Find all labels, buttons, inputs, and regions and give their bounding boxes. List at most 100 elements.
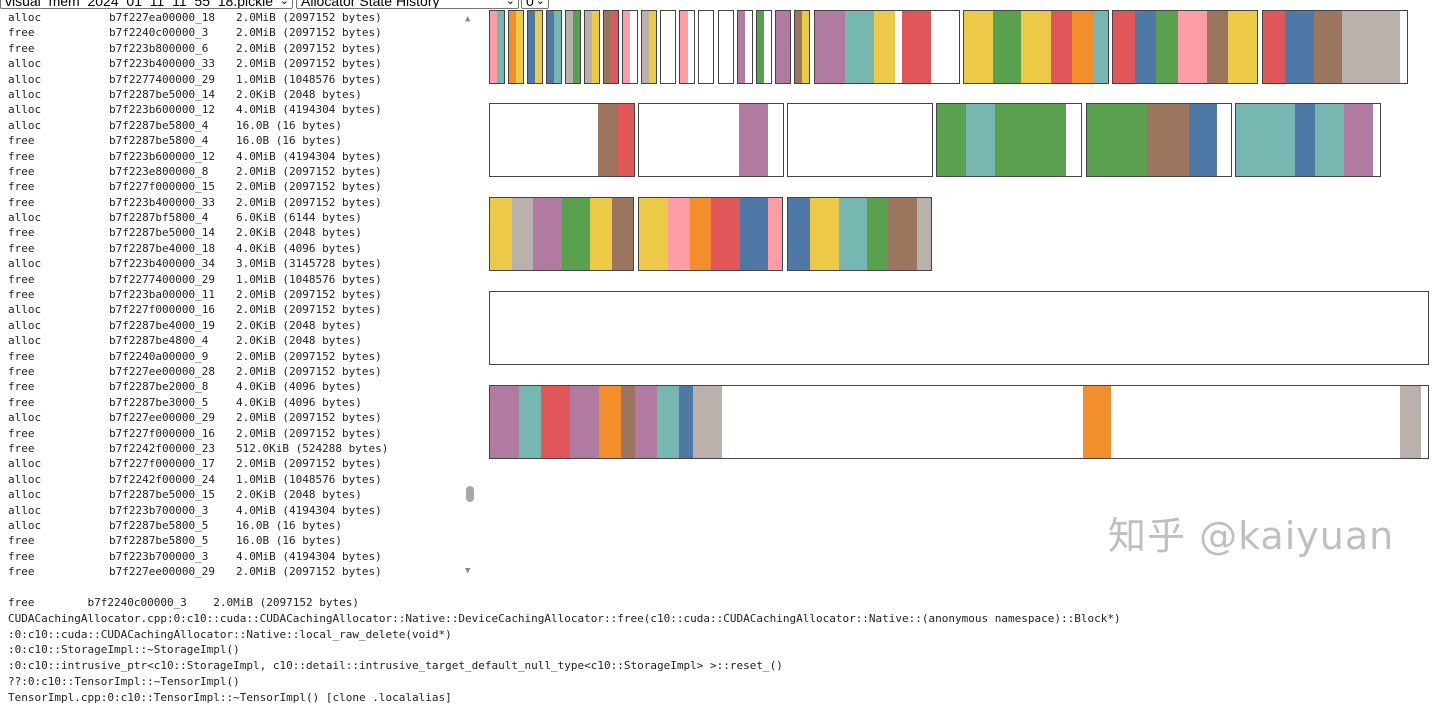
memory-segment[interactable] [508,10,524,84]
allocated-block[interactable] [598,104,618,176]
allocated-block[interactable] [815,11,845,83]
allocated-block[interactable] [1400,386,1422,458]
event-row[interactable]: free b7f2277400000_29 1.0MiB (1048576 byte… [0,272,460,287]
event-row[interactable]: free b7f223b700000_3 4.0MiB (4194304 bytes… [0,549,460,564]
view-select[interactable]: Allocator State History ⌄ [296,0,519,9]
allocated-block[interactable] [1071,11,1094,83]
event-row[interactable]: alloc b7f2287be5000_15 2.0KiB (2048 bytes) [0,487,460,502]
event-row[interactable]: alloc b7f2277400000_29 1.0MiB (1048576 byt… [0,72,460,87]
allocated-block[interactable] [1113,11,1135,83]
event-row[interactable]: alloc b7f227f000000_16 2.0MiB (2097152 byt… [0,302,460,317]
event-row[interactable]: free b7f2287be3000_5 4.0KiB (4096 bytes) [0,395,460,410]
allocated-block[interactable] [902,11,932,83]
allocated-block[interactable] [873,11,896,83]
allocated-block[interactable] [1156,11,1178,83]
event-row[interactable]: free b7f2287be4000_18 4.0KiB (4096 bytes) [0,241,460,256]
event-row[interactable]: alloc b7f223b700000_3 4.0MiB (4194304 byte… [0,503,460,518]
allocated-block[interactable] [740,198,769,270]
allocated-block[interactable] [757,11,764,83]
allocated-block[interactable] [867,198,889,270]
allocated-block[interactable] [611,11,618,83]
allocated-block[interactable] [585,11,592,83]
allocated-block[interactable] [680,11,689,83]
allocated-block[interactable] [532,198,562,270]
event-row[interactable]: free b7f223b400000_33 2.0MiB (2097152 byte… [0,195,460,210]
memory-segment[interactable] [565,10,581,84]
file-select[interactable]: visual_mem_2024_01_11_11_55_18.pickle ⌄ [0,0,293,9]
memory-segment[interactable] [756,10,772,84]
allocated-block[interactable] [1344,104,1374,176]
memory-segment[interactable] [1086,103,1232,177]
allocated-block[interactable] [844,11,874,83]
memory-segment[interactable] [489,10,505,84]
event-row[interactable]: alloc b7f2287be4000_19 2.0KiB (2048 bytes) [0,318,460,333]
allocated-block[interactable] [639,198,668,270]
allocated-block[interactable] [566,11,573,83]
memory-segment[interactable] [638,197,783,271]
allocated-block[interactable] [618,104,634,176]
allocated-block[interactable] [802,11,809,83]
memory-segment[interactable] [638,103,784,177]
allocated-block[interactable] [1189,104,1218,176]
allocated-block[interactable] [964,11,994,83]
allocated-block[interactable] [678,386,693,458]
event-row[interactable]: alloc b7f223b400000_34 3.0MiB (3145728 byt… [0,256,460,271]
allocated-block[interactable] [738,11,745,83]
event-row[interactable]: free b7f223b600000_12 4.0MiB (4194304 byte… [0,149,460,164]
allocated-block[interactable] [511,198,533,270]
memory-segment[interactable] [584,10,600,84]
allocated-block[interactable] [788,198,810,270]
event-row[interactable]: alloc b7f227ea00000_18 2.0MiB (2097152 byt… [0,10,460,25]
allocated-block[interactable] [689,198,712,270]
memory-segment[interactable] [660,10,676,84]
allocated-block[interactable] [518,386,541,458]
allocated-block[interactable] [620,386,635,458]
memory-segment[interactable] [527,10,543,84]
event-row[interactable]: free b7f227f000000_15 2.0MiB (2097152 byte… [0,179,460,194]
allocated-block[interactable] [509,11,516,83]
memory-segment[interactable] [679,10,695,84]
allocated-block[interactable] [1082,386,1111,458]
allocated-block[interactable] [739,104,768,176]
allocated-block[interactable] [623,11,630,83]
allocated-block[interactable] [490,386,519,458]
allocated-block[interactable] [634,386,657,458]
allocated-block[interactable] [554,11,561,83]
allocated-block[interactable] [1207,11,1228,83]
memory-segment[interactable] [1112,10,1258,84]
memory-segment[interactable] [603,10,619,84]
allocated-block[interactable] [711,198,741,270]
allocated-block[interactable] [561,198,591,270]
allocated-block[interactable] [888,198,918,270]
allocated-block[interactable] [809,198,839,270]
allocated-block[interactable] [612,198,633,270]
allocated-block[interactable] [1236,104,1295,176]
scroll-up-arrow-icon[interactable]: ▲ [465,14,471,24]
event-row[interactable]: free b7f227f000000_16 2.0MiB (2097152 byte… [0,426,460,441]
memory-segment[interactable] [489,103,635,177]
allocated-block[interactable] [965,104,995,176]
memory-segment[interactable] [622,10,638,84]
memory-segment[interactable] [489,291,1429,365]
event-row[interactable]: free b7f2287be5800_5 16.0B (16 bytes) [0,533,460,548]
allocated-block[interactable] [994,104,1067,176]
allocated-block[interactable] [1135,11,1156,83]
allocated-block[interactable] [649,11,656,83]
allocated-block[interactable] [1087,104,1147,176]
memory-segment[interactable] [775,10,791,84]
memory-segment[interactable] [963,10,1109,84]
event-row[interactable]: free b7f227ee00000_29 2.0MiB (2097152 byte… [0,564,460,579]
event-row[interactable]: free b7f223e800000_8 2.0MiB (2097152 bytes… [0,164,460,179]
allocated-block[interactable] [516,11,523,83]
allocated-block[interactable] [1146,104,1190,176]
allocated-block[interactable] [667,198,690,270]
allocated-block[interactable] [590,198,613,270]
scrollbar-thumb[interactable] [466,486,474,502]
event-row[interactable]: free b7f2240a00000_9 2.0MiB (2097152 bytes… [0,349,460,364]
event-row[interactable]: alloc b7f223b600000_12 4.0MiB (4194304 byt… [0,102,460,117]
allocated-block[interactable] [598,386,621,458]
event-row[interactable]: free b7f223b800000_6 2.0MiB (2097152 bytes… [0,41,460,56]
device-select[interactable]: 0 ⌄ [521,0,549,9]
memory-segment[interactable] [787,197,932,271]
memory-segment[interactable] [698,10,714,84]
